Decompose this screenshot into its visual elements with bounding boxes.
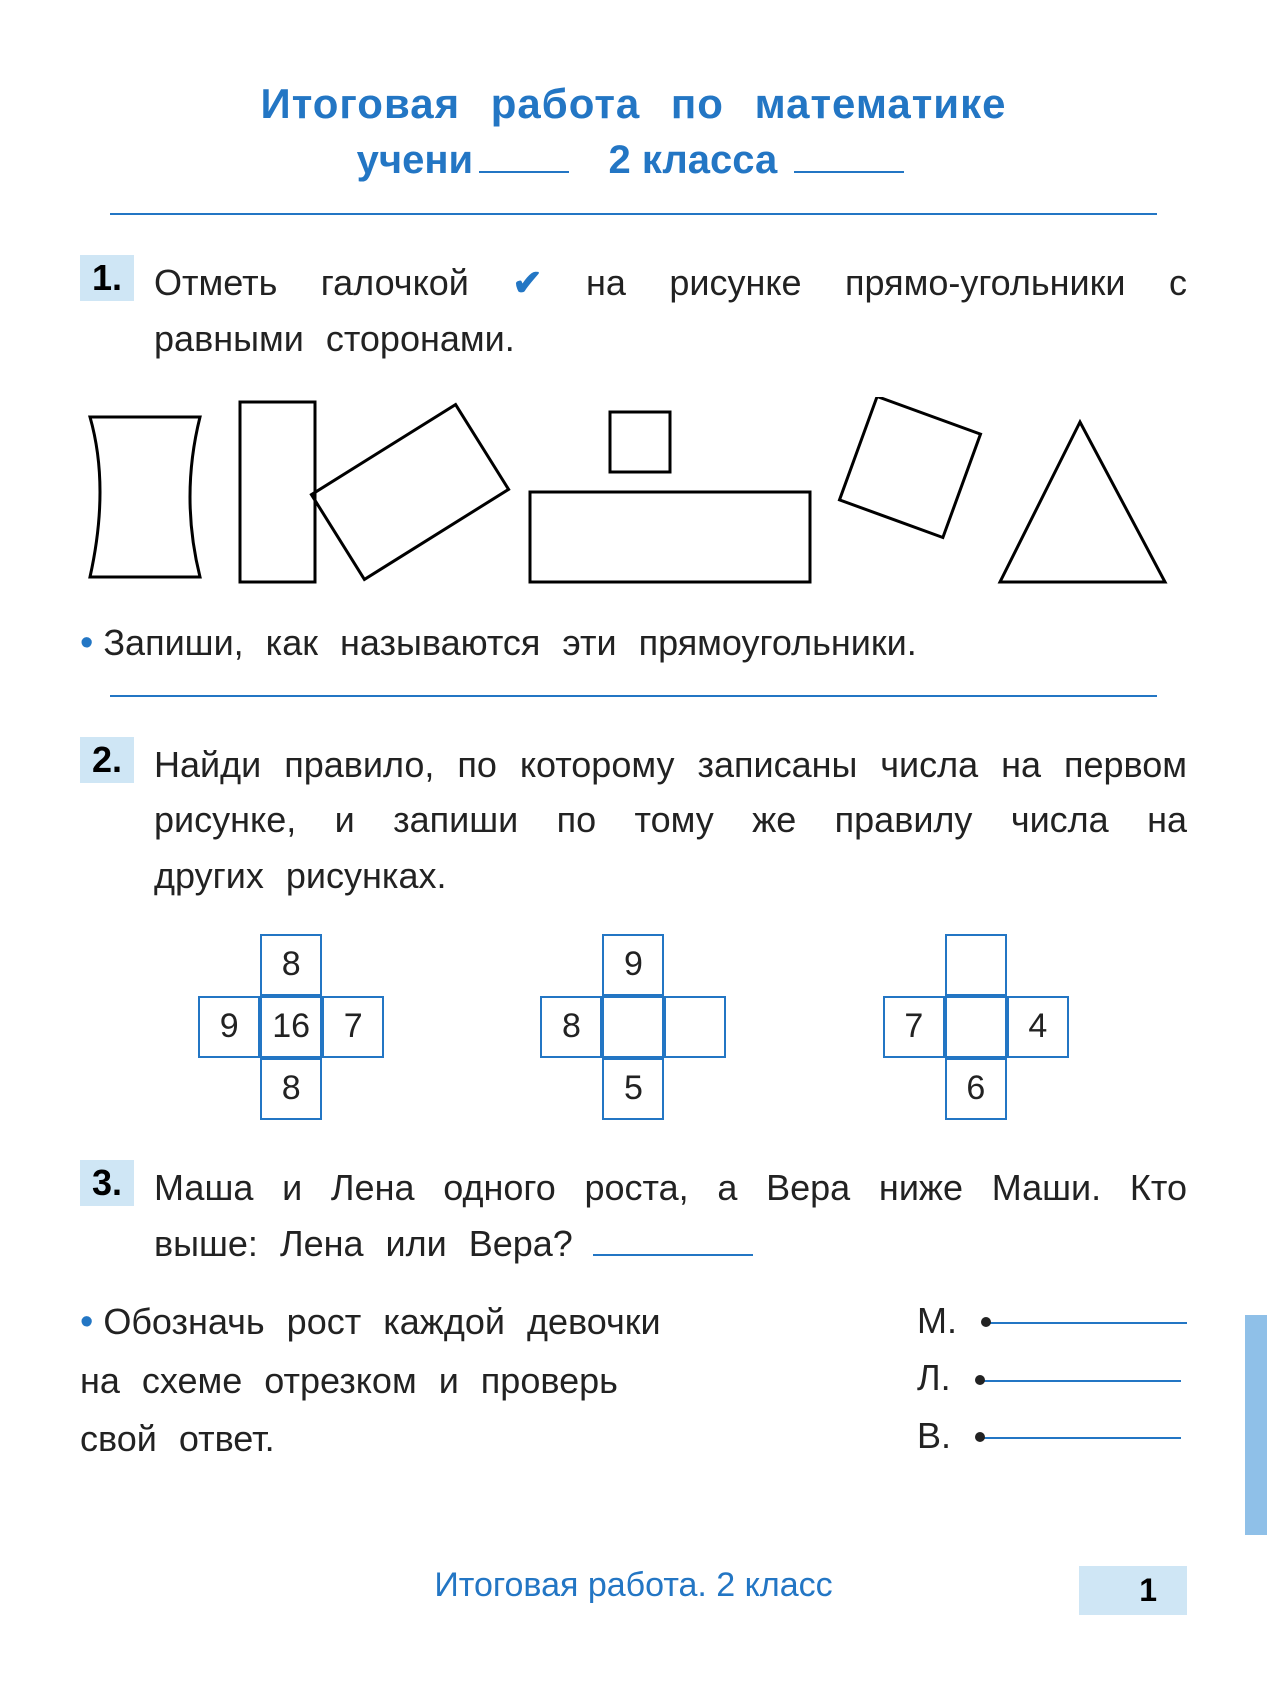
shape-tall-rect [240,402,315,582]
task-3-number: 3. [80,1160,134,1206]
label-v: В. [917,1415,951,1456]
c2-bottom: 5 [602,1058,664,1120]
shapes-svg [80,397,1180,597]
c1-right: 7 [322,996,384,1058]
shape-rotated-rect [311,404,508,579]
c1-center: 16 [260,996,322,1058]
c3-bottom: 6 [945,1058,1007,1120]
height-labels: М. Л. В. [917,1292,1187,1468]
side-tab [1245,1315,1267,1535]
c1-top: 8 [260,934,322,996]
bullet-icon-2: • [80,1301,93,1343]
divider-top [110,213,1157,215]
task-2-number: 2. [80,737,134,783]
worksheet-page: Итоговая работа по математике учени 2 кл… [0,0,1267,1695]
shapes-row [80,397,1187,602]
task-1-bullet-text: Запиши, как называются эти прямоугольник… [103,622,916,663]
task-2-text: Найди правило, по которому записаны числ… [154,737,1187,904]
c3-top[interactable] [945,934,1007,996]
task-3-subrow: •Обозначь рост каждой девочки на схеме о… [80,1292,1187,1468]
shape-rotated-square [840,397,981,537]
task-1-text: Отметь галочкой ✔ на рисунке прямо-уголь… [154,255,1187,367]
task-3-answer-blank[interactable] [593,1254,753,1256]
title-prefix: учени [357,138,473,182]
cross-row: 8 9167 8 9 8 5 74 6 [120,934,1147,1120]
task3-sub-l1: Обозначь рост каждой девочки [103,1301,660,1342]
task-1-text-a: Отметь галочкой [154,262,512,303]
footer: Итоговая работа. 2 класс [0,1566,1267,1605]
c1-left: 9 [198,996,260,1058]
shape-small-square [610,412,670,472]
blank-student-suffix[interactable] [479,171,569,173]
c2-center[interactable] [602,996,664,1058]
c3-right: 4 [1007,996,1069,1058]
page-title-line1: Итоговая работа по математике [80,80,1187,128]
page-number: 1 [1079,1566,1187,1615]
c2-left: 8 [540,996,602,1058]
shape-triangle [1000,422,1165,582]
task-3: 3. Маша и Лена одного роста, а Вера ниже… [80,1160,1187,1468]
task-3-text: Маша и Лена одного роста, а Вера ниже Ма… [154,1160,1187,1272]
title-mid: 2 класса [608,138,777,182]
task3-sub-l3: свой ответ. [80,1410,917,1468]
footer-text: Итоговая работа. 2 класс [434,1566,832,1604]
c2-right[interactable] [664,996,726,1058]
task-1-bullet: •Запиши, как называются эти прямоугольни… [80,622,1187,665]
line-m[interactable] [987,1322,1187,1324]
shape-wide-rect [530,492,810,582]
line-l[interactable] [981,1380,1181,1382]
c2-top: 9 [602,934,664,996]
page-title-line2: учени 2 класса [80,138,1187,183]
label-m: М. [917,1300,957,1341]
line-v[interactable] [981,1437,1181,1439]
divider-mid [110,695,1157,697]
bullet-icon: • [80,622,93,664]
checkmark-icon: ✔ [512,262,542,303]
c3-left: 7 [883,996,945,1058]
task3-sub-l2: на схеме отрезком и проверь [80,1352,917,1410]
cross-2: 9 8 5 [540,934,726,1120]
task-1: 1. Отметь галочкой ✔ на рисунке прямо-уг… [80,255,1187,665]
task-2: 2. Найди правило, по которому записаны ч… [80,737,1187,1120]
task-1-number: 1. [80,255,134,301]
label-l: Л. [917,1357,951,1398]
c3-center[interactable] [945,996,1007,1058]
cross-1: 8 9167 8 [198,934,384,1120]
cross-3: 74 6 [883,934,1069,1120]
blank-class-letter[interactable] [794,171,904,173]
shape-curved-quad [90,417,200,577]
task-3-question: Маша и Лена одного роста, а Вера ниже Ма… [154,1167,1187,1264]
c1-bottom: 8 [260,1058,322,1120]
